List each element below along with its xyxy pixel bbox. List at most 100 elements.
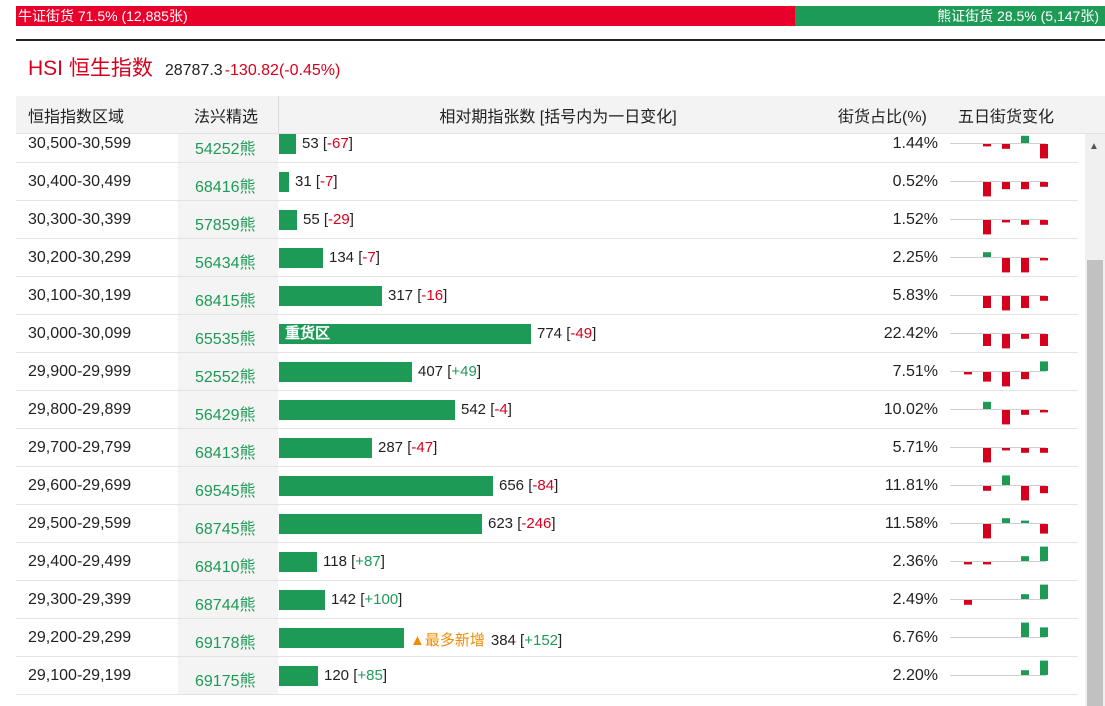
outstanding-ratio: 6.76% bbox=[892, 629, 938, 646]
sparkline-bar bbox=[1002, 220, 1010, 223]
heavy-zone-tag: 重货区 bbox=[285, 325, 331, 342]
five-day-sparkline bbox=[950, 546, 1048, 565]
table-row[interactable]: 29,700-29,799 68413熊 287 [-47] 5.71% bbox=[16, 429, 1078, 467]
five-day-sparkline bbox=[950, 660, 1048, 676]
table-row[interactable]: 30,200-30,299 56434熊 134 [-7] 2.25% bbox=[16, 239, 1078, 277]
sparkline-bar bbox=[1040, 486, 1048, 494]
table-row[interactable]: 30,300-30,399 57859熊 55 [-29] 1.52% bbox=[16, 201, 1078, 239]
index-range: 30,300-30,399 bbox=[28, 211, 132, 228]
index-range: 29,600-29,699 bbox=[28, 477, 132, 494]
scrollbar-thumb[interactable] bbox=[1087, 260, 1103, 706]
index-range: 29,500-29,599 bbox=[28, 515, 132, 532]
outstanding-bar bbox=[279, 172, 289, 192]
column-header-range: 恒指指数区域 bbox=[28, 108, 125, 126]
sparkline-bar bbox=[1021, 486, 1029, 501]
daily-change: -49 bbox=[570, 325, 593, 342]
index-range: 30,400-30,499 bbox=[28, 173, 132, 190]
product-link[interactable]: 68415熊 bbox=[178, 277, 278, 314]
table-row[interactable]: 29,200-29,299 69178熊 ▲最多新增 384 [+152] 6.76% bbox=[16, 619, 1078, 657]
bear-outstanding-segment: 熊证街货 28.5% (5,147张) bbox=[794, 6, 1105, 26]
table-row[interactable]: 30,400-30,499 68416熊 31 [-7] 0.52% bbox=[16, 163, 1078, 201]
sparkline-bar bbox=[1021, 622, 1029, 637]
outstanding-ratio: 1.52% bbox=[892, 211, 938, 228]
table-row[interactable]: 29,300-29,399 68744熊 142 [+100] 2.49% bbox=[16, 581, 1078, 619]
table-row[interactable]: 30,500-30,599 54252熊 53 [-67] 1.44% bbox=[16, 134, 1078, 163]
table-row[interactable]: 29,900-29,999 52552熊 407 [+49] 7.51% bbox=[16, 353, 1078, 391]
outstanding-ratio: 7.51% bbox=[892, 363, 938, 380]
table-row[interactable]: 29,400-29,499 68410熊 118 [+87] 2.36% bbox=[16, 543, 1078, 581]
sparkline-bar bbox=[1040, 448, 1048, 453]
bar-count-label: 142 [+100] bbox=[331, 591, 403, 608]
sparkline-bar bbox=[1021, 410, 1029, 415]
five-day-sparkline bbox=[950, 518, 1048, 539]
product-link[interactable]: 69178熊 bbox=[178, 619, 278, 656]
table-row[interactable]: 29,600-29,699 69545熊 656 [-84] 11.81% bbox=[16, 467, 1078, 505]
outstanding-bar bbox=[279, 362, 412, 382]
daily-change: +87 bbox=[355, 553, 381, 570]
table-row[interactable]: 29,100-29,199 69175熊 120 [+85] 2.20% bbox=[16, 657, 1078, 695]
sparkline-bar bbox=[1040, 334, 1048, 346]
outstanding-bar bbox=[279, 628, 404, 648]
outstanding-ratio: 2.20% bbox=[892, 667, 938, 684]
product-link[interactable]: 54252熊 bbox=[178, 134, 278, 162]
scroll-up-arrow-icon[interactable]: ▲ bbox=[1089, 141, 1099, 152]
product-link[interactable]: 69545熊 bbox=[178, 467, 278, 504]
bull-outstanding-segment: 牛证街货 71.5% (12,885张) bbox=[16, 6, 795, 26]
table-row[interactable]: 30,100-30,199 68415熊 317 [-16] 5.83% bbox=[16, 277, 1078, 315]
daily-change: -16 bbox=[421, 287, 444, 304]
bar-count-label: 118 [+87] bbox=[323, 553, 385, 570]
sparkline-bar bbox=[983, 401, 991, 409]
sparkline-bar bbox=[1021, 220, 1029, 225]
table-body[interactable]: 30,500-30,599 54252熊 53 [-67] 1.44% 30,400-3… bbox=[16, 134, 1105, 706]
outstanding-ratio: 10.02% bbox=[883, 401, 938, 418]
bar-count-label: 656 [-84] bbox=[499, 477, 559, 494]
count-value: 134 bbox=[329, 249, 355, 266]
product-link[interactable]: 56434熊 bbox=[178, 239, 278, 276]
outstanding-bar bbox=[279, 476, 493, 496]
sparkline-bar bbox=[1021, 182, 1029, 190]
index-range: 29,900-29,999 bbox=[28, 363, 132, 380]
product-link[interactable]: 69175熊 bbox=[178, 657, 278, 694]
bar-count-label: 55 [-29] bbox=[303, 211, 354, 228]
sparkline-bar bbox=[1040, 524, 1048, 534]
sparkline-bar bbox=[983, 448, 991, 463]
outstanding-bar bbox=[279, 248, 323, 268]
product-link[interactable]: 68410熊 bbox=[178, 543, 278, 580]
bar-count-label: 31 [-7] bbox=[295, 173, 338, 190]
table-row[interactable]: 30,000-30,099 65535熊 重货区 774 [-49] 22.42% bbox=[16, 315, 1078, 353]
sparkline-bar bbox=[1021, 556, 1029, 561]
product-link[interactable]: 68416熊 bbox=[178, 163, 278, 200]
product-link[interactable]: 57859熊 bbox=[178, 201, 278, 238]
daily-change: -29 bbox=[328, 211, 350, 228]
count-value: 656 bbox=[499, 477, 525, 494]
product-link[interactable]: 68413熊 bbox=[178, 429, 278, 466]
index-value: 28787.3 bbox=[164, 62, 223, 79]
sparkline-bar bbox=[1021, 334, 1029, 339]
sparkline-bar bbox=[1040, 220, 1048, 225]
bull-bear-ratio-bar: 牛证街货 71.5% (12,885张) 熊证街货 28.5% (5,147张) bbox=[16, 6, 1105, 26]
outstanding-bar bbox=[279, 666, 318, 686]
sparkline-bar bbox=[1021, 258, 1029, 273]
five-day-sparkline bbox=[950, 219, 1048, 235]
five-day-sparkline bbox=[950, 181, 1048, 197]
product-link[interactable]: 56429熊 bbox=[178, 391, 278, 428]
sparkline-bar bbox=[1002, 448, 1010, 451]
product-link[interactable]: 52552熊 bbox=[178, 353, 278, 390]
scrollbar[interactable]: ▲ bbox=[1085, 134, 1105, 706]
five-day-sparkline bbox=[950, 361, 1048, 387]
bar-count-label: 317 [-16] bbox=[388, 287, 448, 304]
daily-change: -67 bbox=[327, 135, 349, 152]
sparkline-bar bbox=[964, 562, 972, 565]
sparkline-bar bbox=[983, 334, 991, 346]
daily-change: -7 bbox=[362, 249, 376, 266]
outstanding-bar: 重货区 bbox=[279, 324, 531, 344]
bar-count-label: 134 [-7] bbox=[329, 249, 380, 266]
product-link[interactable]: 68745熊 bbox=[178, 505, 278, 542]
product-link[interactable]: 65535熊 bbox=[178, 315, 278, 352]
daily-change: -4 bbox=[494, 401, 508, 418]
product-link[interactable]: 68744熊 bbox=[178, 581, 278, 618]
table-row[interactable]: 29,500-29,599 68745熊 623 [-246] 11.58% bbox=[16, 505, 1078, 543]
outstanding-bar bbox=[279, 286, 382, 306]
count-value: 142 bbox=[331, 591, 357, 608]
table-row[interactable]: 29,800-29,899 56429熊 542 [-4] 10.02% bbox=[16, 391, 1078, 429]
